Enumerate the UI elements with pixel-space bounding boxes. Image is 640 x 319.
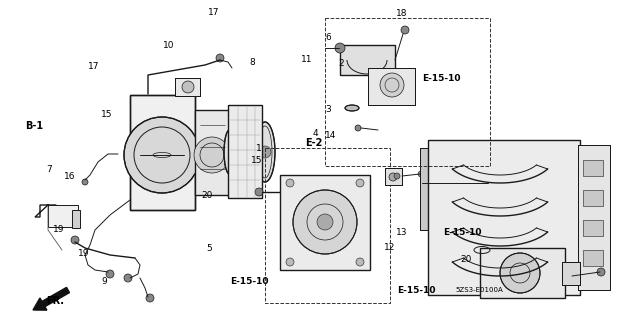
Circle shape xyxy=(380,73,404,97)
Text: 14: 14 xyxy=(325,131,337,140)
Text: 7: 7 xyxy=(46,165,52,174)
Polygon shape xyxy=(562,262,580,285)
Polygon shape xyxy=(385,168,402,185)
Text: 9: 9 xyxy=(101,277,107,286)
Text: 2: 2 xyxy=(338,59,344,68)
Text: 13: 13 xyxy=(396,228,407,237)
Text: 15: 15 xyxy=(100,110,112,119)
Circle shape xyxy=(356,179,364,187)
Bar xyxy=(48,205,78,227)
Circle shape xyxy=(124,117,200,193)
Text: FR.: FR. xyxy=(46,296,64,307)
Circle shape xyxy=(216,54,224,62)
Polygon shape xyxy=(130,95,195,210)
Text: E-15-10: E-15-10 xyxy=(444,228,482,237)
Polygon shape xyxy=(368,68,415,105)
Circle shape xyxy=(124,274,132,282)
Text: 20: 20 xyxy=(461,255,472,263)
Bar xyxy=(583,220,603,236)
Circle shape xyxy=(317,214,333,230)
Text: 11: 11 xyxy=(301,55,312,63)
Text: E-15-10: E-15-10 xyxy=(397,286,435,295)
Bar xyxy=(325,18,490,166)
Circle shape xyxy=(394,173,400,179)
Text: 6: 6 xyxy=(325,33,331,42)
Text: E-15-10: E-15-10 xyxy=(230,277,269,286)
Circle shape xyxy=(255,188,263,196)
Polygon shape xyxy=(340,45,395,75)
Polygon shape xyxy=(280,175,370,270)
Ellipse shape xyxy=(255,122,275,182)
Bar xyxy=(583,250,603,266)
Text: 1: 1 xyxy=(256,144,262,153)
Polygon shape xyxy=(428,140,580,295)
Circle shape xyxy=(597,268,605,276)
Text: 18: 18 xyxy=(396,9,407,18)
Circle shape xyxy=(500,253,540,293)
Text: 4: 4 xyxy=(312,130,318,138)
Circle shape xyxy=(418,171,424,177)
Bar xyxy=(583,190,603,206)
Text: 17: 17 xyxy=(88,63,100,71)
Text: 5ZS3-E0100A: 5ZS3-E0100A xyxy=(456,287,504,293)
Polygon shape xyxy=(175,78,200,96)
Text: B-1: B-1 xyxy=(26,121,44,131)
Polygon shape xyxy=(420,148,428,230)
Bar xyxy=(72,210,80,228)
Circle shape xyxy=(335,43,345,53)
Circle shape xyxy=(355,125,361,131)
Circle shape xyxy=(293,190,357,254)
Text: 10: 10 xyxy=(163,41,175,50)
Polygon shape xyxy=(578,145,610,290)
Circle shape xyxy=(259,146,271,158)
Circle shape xyxy=(194,137,230,173)
Bar xyxy=(583,160,603,176)
Ellipse shape xyxy=(224,130,236,174)
Circle shape xyxy=(401,26,409,34)
Text: 3: 3 xyxy=(325,105,331,114)
Text: E-2: E-2 xyxy=(305,138,322,148)
Circle shape xyxy=(286,179,294,187)
Circle shape xyxy=(286,258,294,266)
Polygon shape xyxy=(195,110,230,195)
Circle shape xyxy=(71,236,79,244)
Text: E-15-10: E-15-10 xyxy=(422,74,461,83)
Circle shape xyxy=(82,179,88,185)
FancyArrow shape xyxy=(33,287,70,310)
Text: 16: 16 xyxy=(64,172,76,181)
Circle shape xyxy=(146,294,154,302)
Text: 19: 19 xyxy=(52,225,64,234)
Text: 19: 19 xyxy=(78,249,90,258)
Text: 17: 17 xyxy=(208,8,220,17)
Ellipse shape xyxy=(345,105,359,111)
Circle shape xyxy=(106,270,114,278)
Circle shape xyxy=(356,258,364,266)
Polygon shape xyxy=(228,105,262,198)
Bar xyxy=(265,148,390,303)
Text: 8: 8 xyxy=(250,58,255,67)
Text: 5: 5 xyxy=(206,244,212,253)
Circle shape xyxy=(389,173,397,181)
Text: 15: 15 xyxy=(251,156,262,165)
Text: 12: 12 xyxy=(384,243,396,252)
Polygon shape xyxy=(480,248,565,298)
Circle shape xyxy=(182,81,194,93)
Text: 20: 20 xyxy=(202,191,213,200)
